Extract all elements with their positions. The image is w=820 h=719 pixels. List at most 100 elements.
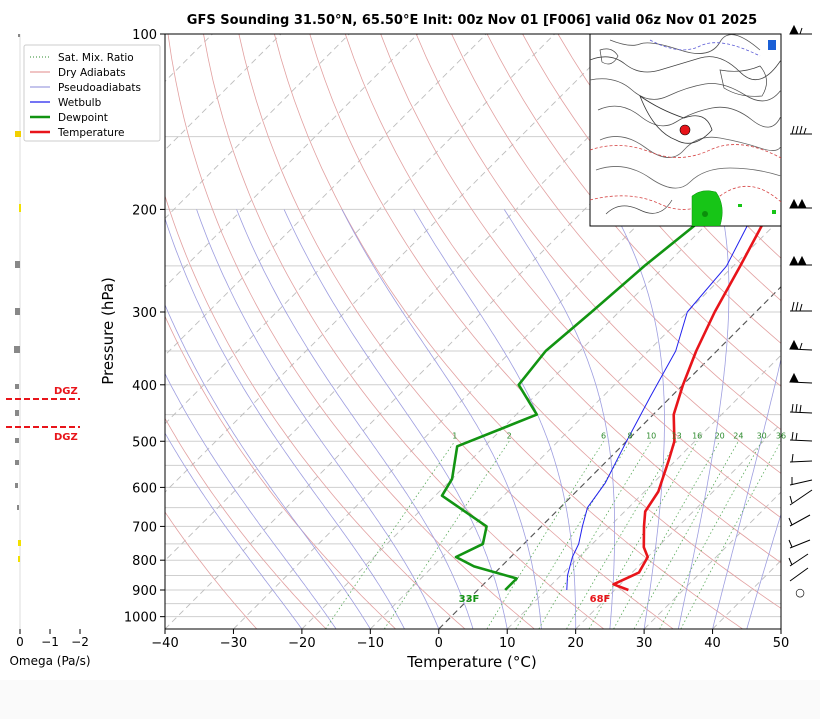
isotherm-line: [301, 149, 781, 629]
map-inset: [589, 33, 782, 227]
mixing-ratio-line: [659, 441, 763, 629]
legend: Sat. Mix. Ratio Dry Adiabats Pseudoadiab…: [23, 44, 161, 142]
mixing-ratio-label: 20: [715, 431, 725, 440]
mixing-ratio-line: [680, 441, 781, 629]
pseudoadiabat: [196, 209, 440, 629]
series-wetbulb-line: [566, 182, 776, 591]
dry-adiabat: [165, 511, 258, 629]
y-tick-label: 400: [132, 379, 157, 394]
mixing-ratio-label: 8: [628, 431, 633, 440]
omega-tick-1: −1: [41, 635, 59, 649]
omega-bar: [19, 204, 21, 212]
omega-bar: [14, 346, 20, 353]
omega-bar: [18, 556, 20, 562]
y-tick-label: 700: [132, 520, 157, 535]
mixing-ratio-label: 30: [757, 431, 767, 440]
pseudoadiabat: [746, 513, 781, 629]
pseudoadiabat: [503, 209, 615, 629]
legend-entry-5: Temperature: [57, 127, 125, 139]
surface-temperature-label: 68F: [590, 594, 611, 605]
mixing-ratio-line: [588, 441, 698, 629]
omega-bar: [18, 34, 20, 37]
omega-bar: [15, 460, 19, 465]
x-tick-label: 10: [499, 636, 516, 651]
x-tick-label: −20: [288, 636, 315, 651]
pseudoadiabat: [236, 209, 474, 629]
pseudoadiabat: [677, 209, 730, 629]
dry-adiabat: [165, 194, 466, 629]
dry-adiabat: [522, 34, 781, 344]
omega-bar: [15, 483, 18, 488]
mixing-ratio-label: 13: [672, 431, 682, 440]
omega-bar: [18, 540, 21, 546]
x-tick-label: −40: [151, 636, 178, 651]
x-tick-label: 30: [636, 636, 653, 651]
isotherm-line: [165, 34, 350, 219]
pseudoadiabat: [413, 209, 577, 629]
omega-bar: [15, 261, 20, 268]
y-tick-label: 900: [132, 584, 157, 599]
omega-bar: [15, 131, 21, 137]
dry-adiabat: [380, 34, 781, 519]
omega-bar: [15, 308, 20, 315]
omega-tick-0: 0: [16, 635, 24, 649]
pseudoadiabat: [612, 209, 665, 629]
mixing-ratio-label: 36: [776, 431, 786, 440]
dry-adiabat: [451, 34, 781, 431]
y-tick-label: 200: [132, 203, 157, 218]
pseudoadiabat: [341, 209, 542, 629]
dry-adiabat: [167, 34, 535, 629]
isotherm-line: [165, 34, 624, 493]
y-axis-label: Pressure (hPa): [99, 277, 117, 385]
y-tick-label: 300: [132, 306, 157, 321]
dgz-bottom-label: DGZ: [54, 432, 78, 443]
plot-frame: [164, 33, 782, 630]
omega-axis-label: Omega (Pa/s): [9, 654, 90, 668]
dry-adiabat: [309, 34, 781, 609]
pseudoadiabat: [165, 303, 371, 629]
legend-entry-2: Pseudoadiabats: [58, 82, 141, 94]
mixing-ratio-label: 10: [646, 431, 656, 440]
dry-adiabat: [274, 34, 743, 629]
legend-entry-4: Dewpoint: [58, 112, 108, 124]
mixing-ratio-label: 1: [452, 431, 457, 440]
mixing-ratio-label: 24: [733, 431, 743, 440]
dry-adiabat: [415, 34, 781, 474]
surface-dewpoint-label: 33F: [459, 594, 480, 605]
dry-adiabat: [238, 34, 674, 629]
pseudoadiabat: [165, 432, 303, 629]
isotherm-line: [165, 34, 419, 288]
omega-panel: DGZ DGZ 0 −1 −2 Omega (Pa/s): [6, 34, 91, 668]
isotherm-line: [165, 34, 282, 151]
isotherm-line: [165, 34, 487, 356]
pseudoadiabat: [283, 209, 508, 629]
dry-adiabat: [165, 417, 327, 629]
mixing-ratio-label: 2: [507, 431, 512, 440]
legend-entry-0: Sat. Mix. Ratio: [58, 52, 134, 64]
zero-isotherm-line: [438, 285, 781, 629]
isotherm-line: [575, 423, 781, 629]
omega-bar: [17, 505, 19, 510]
y-tick-label: 500: [132, 435, 157, 450]
legend-entry-1: Dry Adiabats: [58, 67, 126, 79]
y-tick-label: 800: [132, 554, 157, 569]
dry-adiabat: [203, 34, 605, 629]
y-tick-label: 600: [132, 481, 157, 496]
mixing-ratio-line: [325, 441, 456, 629]
mixing-ratio-labels: 1 2 6 8 10 13 16 20 24 30 36: [452, 431, 786, 440]
pseudoadiabat: [165, 372, 337, 629]
dry-adiabat: [486, 34, 781, 387]
isotherm-line: [506, 354, 781, 629]
wind-barbs: ○: [788, 24, 813, 599]
y-tick-label: 1000: [124, 611, 157, 626]
mixing-ratio-line: [566, 441, 677, 629]
isotherm-line: [165, 34, 555, 425]
legend-entry-3: Wetbulb: [58, 97, 102, 109]
calm-wind-symbol: ○: [795, 586, 805, 599]
dry-adiabat: [806, 34, 820, 629]
omega-tick-2: −2: [71, 635, 89, 649]
chart-title: GFS Sounding 31.50°N, 65.50°E Init: 00z …: [187, 13, 757, 28]
x-tick-label: −30: [220, 636, 247, 651]
dry-adiabat: [557, 34, 781, 302]
